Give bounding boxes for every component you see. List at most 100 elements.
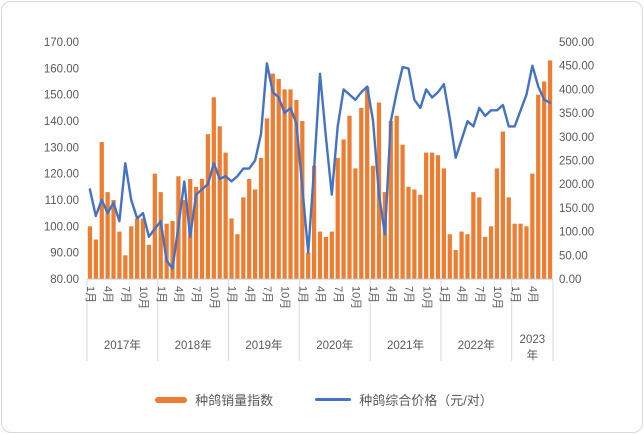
bar-month-51 — [388, 121, 393, 279]
bar-month-66 — [477, 197, 482, 279]
legend-label-sales-index: 种鸽销量指数 — [195, 393, 274, 408]
bar-month-61 — [447, 234, 452, 279]
left-axis-tick-label: 170.00 — [44, 37, 79, 49]
bar-month-39 — [317, 231, 323, 279]
bar-month-64 — [465, 234, 470, 279]
year-label: 2019年 — [245, 338, 282, 352]
left-axis-tick-label: 120.00 — [44, 169, 79, 181]
right-axis-tick-label: 300.00 — [559, 132, 594, 144]
month-tick-label: 10月 — [420, 286, 432, 309]
bar-month-71 — [506, 197, 511, 279]
month-tick-label: 10月 — [349, 286, 361, 309]
bar-month-5 — [117, 231, 122, 279]
bar-month-45 — [353, 168, 358, 279]
year-label: 2020年 — [316, 338, 353, 352]
year-label: 2022年 — [458, 338, 495, 352]
year-label: 2017年 — [104, 338, 141, 352]
legend-label-price: 种鸽综合价格（元/对） — [359, 393, 493, 408]
bar-month-32 — [276, 78, 281, 279]
bar-month-76 — [536, 94, 541, 280]
bar-month-70 — [500, 131, 505, 279]
bar-month-23 — [223, 152, 228, 279]
bar-month-69 — [494, 168, 500, 279]
month-tick-label: 7月 — [119, 286, 131, 303]
left-axis-tick-label: 80.00 — [50, 274, 79, 286]
bar-month-65 — [471, 192, 476, 279]
bar-month-25 — [235, 234, 240, 279]
bar-month-73 — [518, 223, 523, 279]
bar-month-26 — [241, 197, 246, 279]
bar-month-42 — [335, 157, 340, 279]
month-tick-label: 4月 — [173, 286, 185, 303]
bar-month-10 — [146, 244, 152, 279]
bar-month-2 — [99, 142, 104, 279]
bar-month-44 — [347, 115, 352, 279]
bar-month-30 — [264, 118, 270, 279]
bar-month-48 — [370, 165, 376, 279]
left-axis-tick-label: 150.00 — [44, 90, 79, 102]
bar-month-60 — [441, 168, 446, 279]
bar-month-41 — [329, 231, 334, 279]
bar-month-43 — [341, 139, 346, 279]
bar-month-31 — [270, 73, 275, 279]
bar-month-62 — [453, 250, 458, 279]
month-tick-label: 1月 — [226, 286, 238, 303]
bar-month-4 — [111, 200, 116, 279]
month-tick-label: 7月 — [261, 286, 273, 303]
right-axis-tick-label: 150.00 — [559, 203, 594, 215]
right-axis-tick-label: 350.00 — [559, 108, 594, 120]
bar-month-67 — [483, 236, 488, 279]
month-tick-label: 4月 — [456, 286, 468, 303]
bar-month-77 — [542, 81, 547, 279]
legend-item-price: 种鸽综合价格（元/对） — [315, 390, 493, 409]
month-tick-label: 1月 — [296, 286, 308, 303]
month-tick-label: 4月 — [102, 286, 114, 303]
month-tick-label: 1月 — [438, 286, 450, 303]
month-tick-label: 4月 — [526, 286, 538, 303]
left-axis-tick-label: 90.00 — [50, 248, 79, 260]
bar-month-59 — [435, 155, 441, 279]
month-tick-label: 1月 — [367, 286, 379, 303]
bar-month-9 — [140, 218, 146, 279]
bar-month-11 — [152, 173, 157, 279]
bar-month-33 — [282, 89, 287, 280]
month-tick-label: 10月 — [137, 286, 149, 309]
month-tick-label: 7月 — [190, 286, 202, 303]
bar-month-38 — [311, 165, 317, 279]
month-tick-label: 1月 — [84, 286, 96, 303]
right-axis-tick-label: 400.00 — [559, 84, 594, 96]
chart-legend: 种鸽销量指数 种鸽综合价格（元/对） — [2, 390, 642, 409]
bar-month-56 — [418, 194, 423, 279]
month-tick-label: 10月 — [491, 286, 503, 309]
bar-month-8 — [135, 218, 140, 279]
bar-month-63 — [459, 231, 464, 279]
bar-month-57 — [424, 152, 429, 279]
month-tick-label: 10月 — [279, 286, 291, 309]
year-label: 2021年 — [387, 338, 424, 352]
bar-month-0 — [87, 226, 93, 279]
left-axis-tick-label: 140.00 — [44, 116, 79, 128]
bar-month-27 — [247, 178, 252, 279]
right-axis-tick-label: 0.00 — [559, 274, 581, 286]
bar-month-13 — [164, 223, 169, 279]
bar-month-46 — [359, 107, 364, 279]
year-label-wrap: 年 — [527, 348, 539, 362]
line-series-swatch-icon — [315, 397, 352, 402]
bar-month-29 — [258, 157, 264, 279]
right-axis-tick-label: 100.00 — [559, 227, 594, 239]
month-tick-label: 4月 — [385, 286, 397, 303]
bar-month-12 — [158, 192, 163, 279]
bar-month-40 — [323, 236, 329, 279]
right-axis-tick-label: 250.00 — [559, 156, 594, 168]
bar-month-20 — [205, 134, 211, 279]
left-axis-tick-label: 130.00 — [44, 142, 79, 154]
left-axis-tick-label: 100.00 — [44, 221, 79, 233]
bar-month-19 — [199, 178, 205, 279]
month-tick-label: 10月 — [208, 286, 220, 309]
right-axis-tick-label: 450.00 — [559, 61, 594, 73]
bar-month-53 — [400, 144, 405, 279]
bar-month-7 — [129, 226, 134, 279]
bar-month-74 — [524, 226, 529, 279]
